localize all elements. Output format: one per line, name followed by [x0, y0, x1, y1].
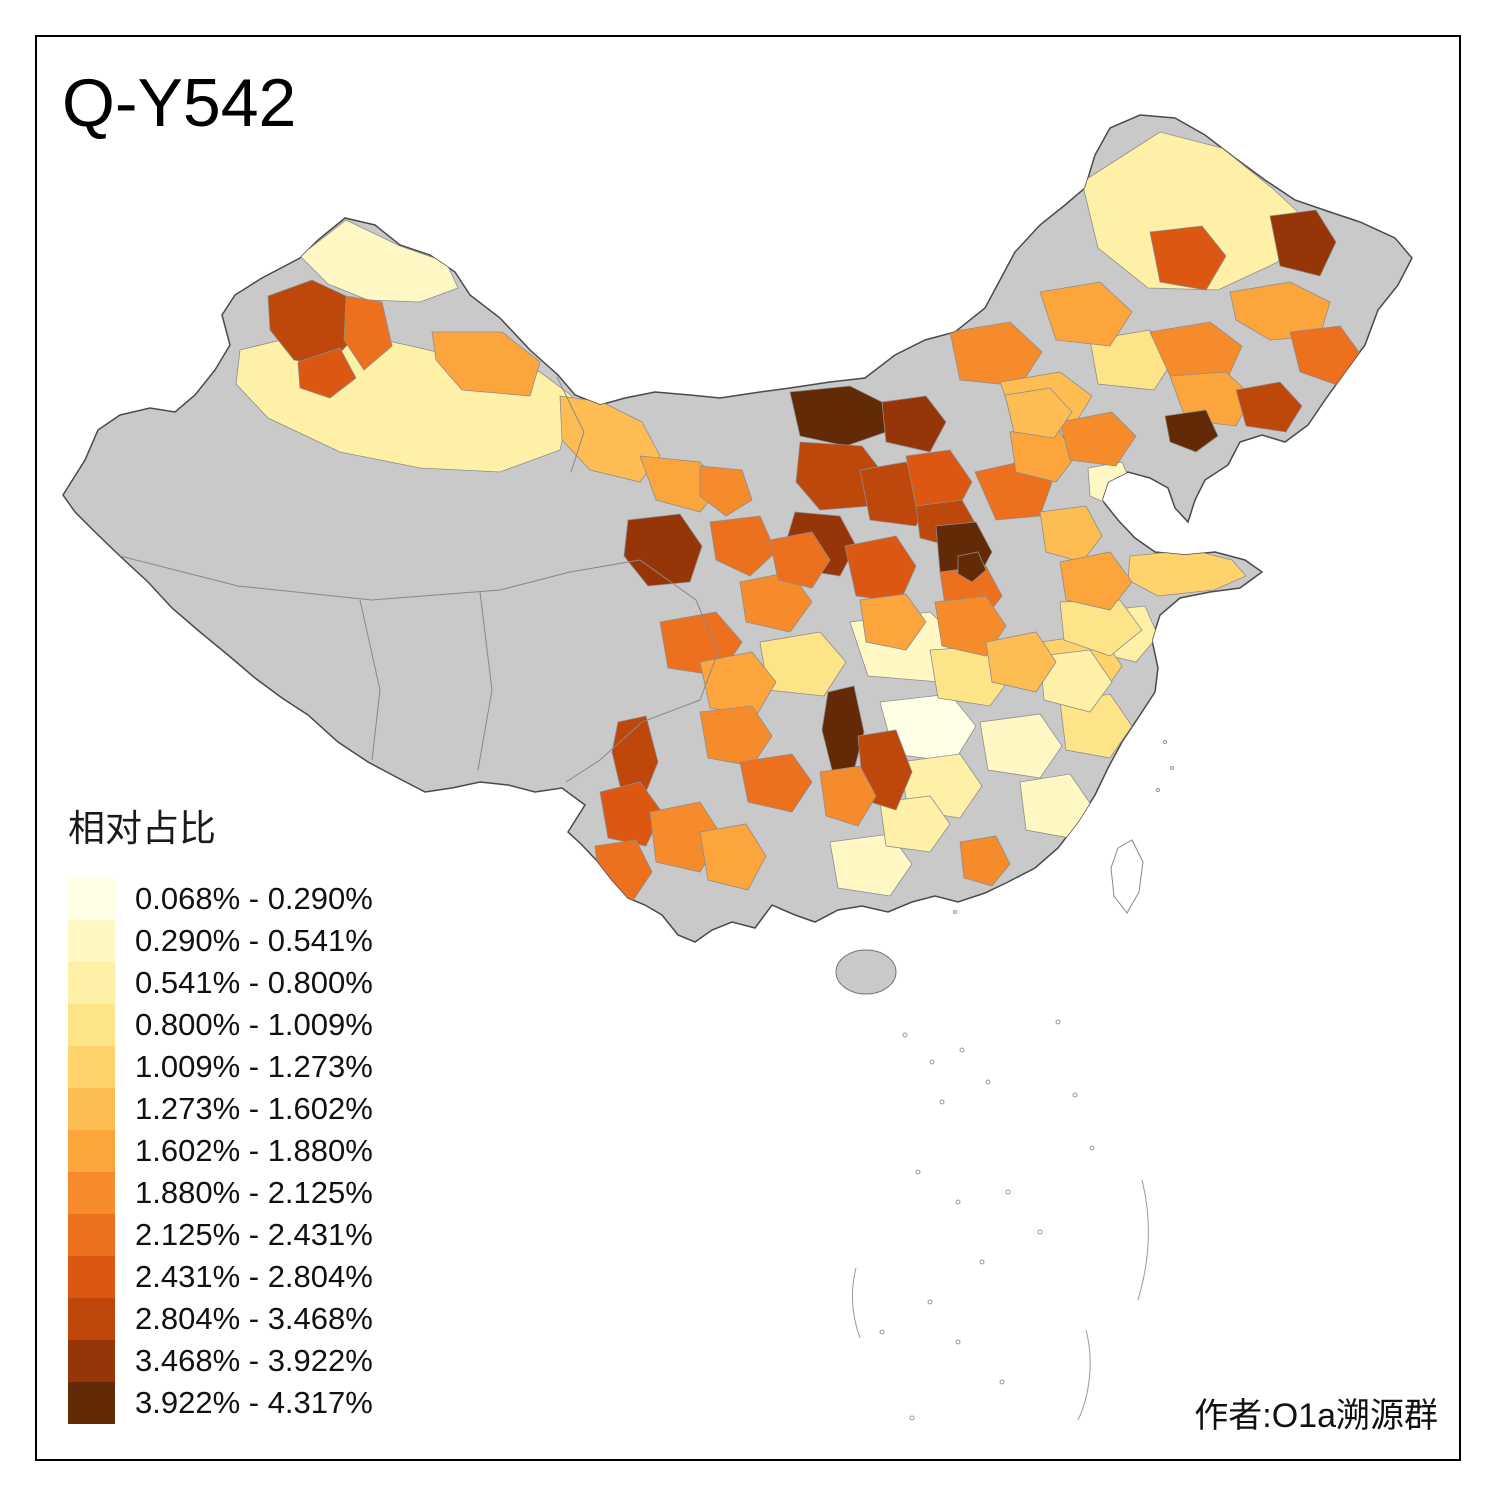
legend-swatch [68, 1130, 115, 1172]
legend-label: 2.804% - 3.468% [135, 1301, 373, 1336]
map-region [1059, 411, 1137, 467]
legend-entry: 3.922% - 4.317% [68, 1382, 373, 1424]
map-region [959, 835, 1011, 887]
legend-swatch [68, 1172, 115, 1214]
map-region [859, 593, 927, 651]
legend-swatch [68, 878, 115, 920]
map-region [1149, 321, 1243, 383]
legend-label: 0.800% - 1.009% [135, 1007, 373, 1042]
map-region [949, 321, 1043, 387]
legend-swatch [68, 962, 115, 1004]
legend-label: 1.602% - 1.880% [135, 1133, 373, 1168]
map-region [1059, 551, 1133, 611]
legend-swatch [68, 1298, 115, 1340]
map-region [431, 331, 541, 397]
map-region [299, 219, 459, 303]
legend-label: 3.922% - 4.317% [135, 1385, 373, 1420]
legend-swatch [68, 1340, 115, 1382]
legend-label: 1.009% - 1.273% [135, 1049, 373, 1084]
legend-title: 相对占比 [68, 808, 216, 849]
map-region [1269, 209, 1337, 277]
legend-label: 1.273% - 1.602% [135, 1091, 373, 1126]
map-region [881, 395, 947, 453]
legend-entry: 3.468% - 3.922% [68, 1340, 373, 1382]
legend-entry: 2.125% - 2.431% [68, 1214, 373, 1256]
province-borders [119, 376, 719, 783]
legend-label: 0.290% - 0.541% [135, 923, 373, 958]
legend-entry: 0.800% - 1.009% [68, 1004, 373, 1046]
map-region [979, 713, 1063, 779]
map-region [623, 513, 703, 587]
hainan-island [835, 949, 897, 995]
legend-entry: 2.804% - 3.468% [68, 1298, 373, 1340]
legend-entry: 1.009% - 1.273% [68, 1046, 373, 1088]
legend-swatch [68, 1046, 115, 1088]
legend-swatch [68, 1256, 115, 1298]
legend-label: 2.431% - 2.804% [135, 1259, 373, 1294]
legend-entries: 0.068% - 0.290% 0.290% - 0.541% 0.541% - 0… [68, 878, 373, 1424]
map-region [699, 465, 753, 517]
legend-entry: 0.290% - 0.541% [68, 920, 373, 962]
map-region [699, 651, 777, 717]
map-region [699, 705, 773, 767]
page-title: Q-Y542 [62, 65, 297, 141]
map-region [1164, 409, 1219, 453]
legend-swatch [68, 1004, 115, 1046]
map-region [699, 823, 767, 891]
legend: 相对占比 0.068% - 0.290% 0.290% - 0.541% 0.541… [68, 798, 373, 1424]
legend-label: 0.068% - 0.290% [135, 881, 373, 916]
plot-frame [35, 35, 1461, 1461]
map-region [1039, 281, 1133, 347]
choropleth-regions [235, 131, 1363, 903]
map-region [1149, 225, 1227, 291]
map-region [1235, 381, 1303, 433]
south-china-sea-islets [852, 740, 1174, 1421]
legend-entry: 2.431% - 2.804% [68, 1256, 373, 1298]
legend-swatch [68, 1214, 115, 1256]
map-region [709, 515, 777, 577]
map-region [343, 295, 393, 371]
map-region [739, 753, 813, 813]
legend-swatch [68, 920, 115, 962]
legend-label: 3.468% - 3.922% [135, 1343, 373, 1378]
legend-swatch [68, 1382, 115, 1424]
legend-entry: 0.068% - 0.290% [68, 878, 373, 920]
map-region [819, 765, 877, 827]
legend-label: 2.125% - 2.431% [135, 1217, 373, 1252]
map-region [297, 347, 357, 399]
author-credit: 作者:O1a溯源群 [1194, 1397, 1438, 1435]
map-region [957, 551, 987, 583]
map-region [844, 535, 917, 603]
map-region [879, 795, 951, 853]
map-region [905, 449, 973, 513]
taiwan-island [1110, 839, 1144, 914]
map-region [769, 531, 831, 589]
legend-entry: 1.602% - 1.880% [68, 1130, 373, 1172]
legend-label: 1.880% - 2.125% [135, 1175, 373, 1210]
legend-entry: 1.273% - 1.602% [68, 1088, 373, 1130]
map-region [1089, 329, 1177, 391]
map-region [829, 833, 913, 897]
map-region [1039, 649, 1113, 713]
legend-swatch [68, 1088, 115, 1130]
map-region [1004, 387, 1073, 439]
map-region [1039, 505, 1103, 563]
legend-label: 0.541% - 0.800% [135, 965, 373, 1000]
legend-entry: 1.880% - 2.125% [68, 1172, 373, 1214]
legend-entry: 0.541% - 0.800% [68, 962, 373, 1004]
map-region [985, 631, 1057, 693]
